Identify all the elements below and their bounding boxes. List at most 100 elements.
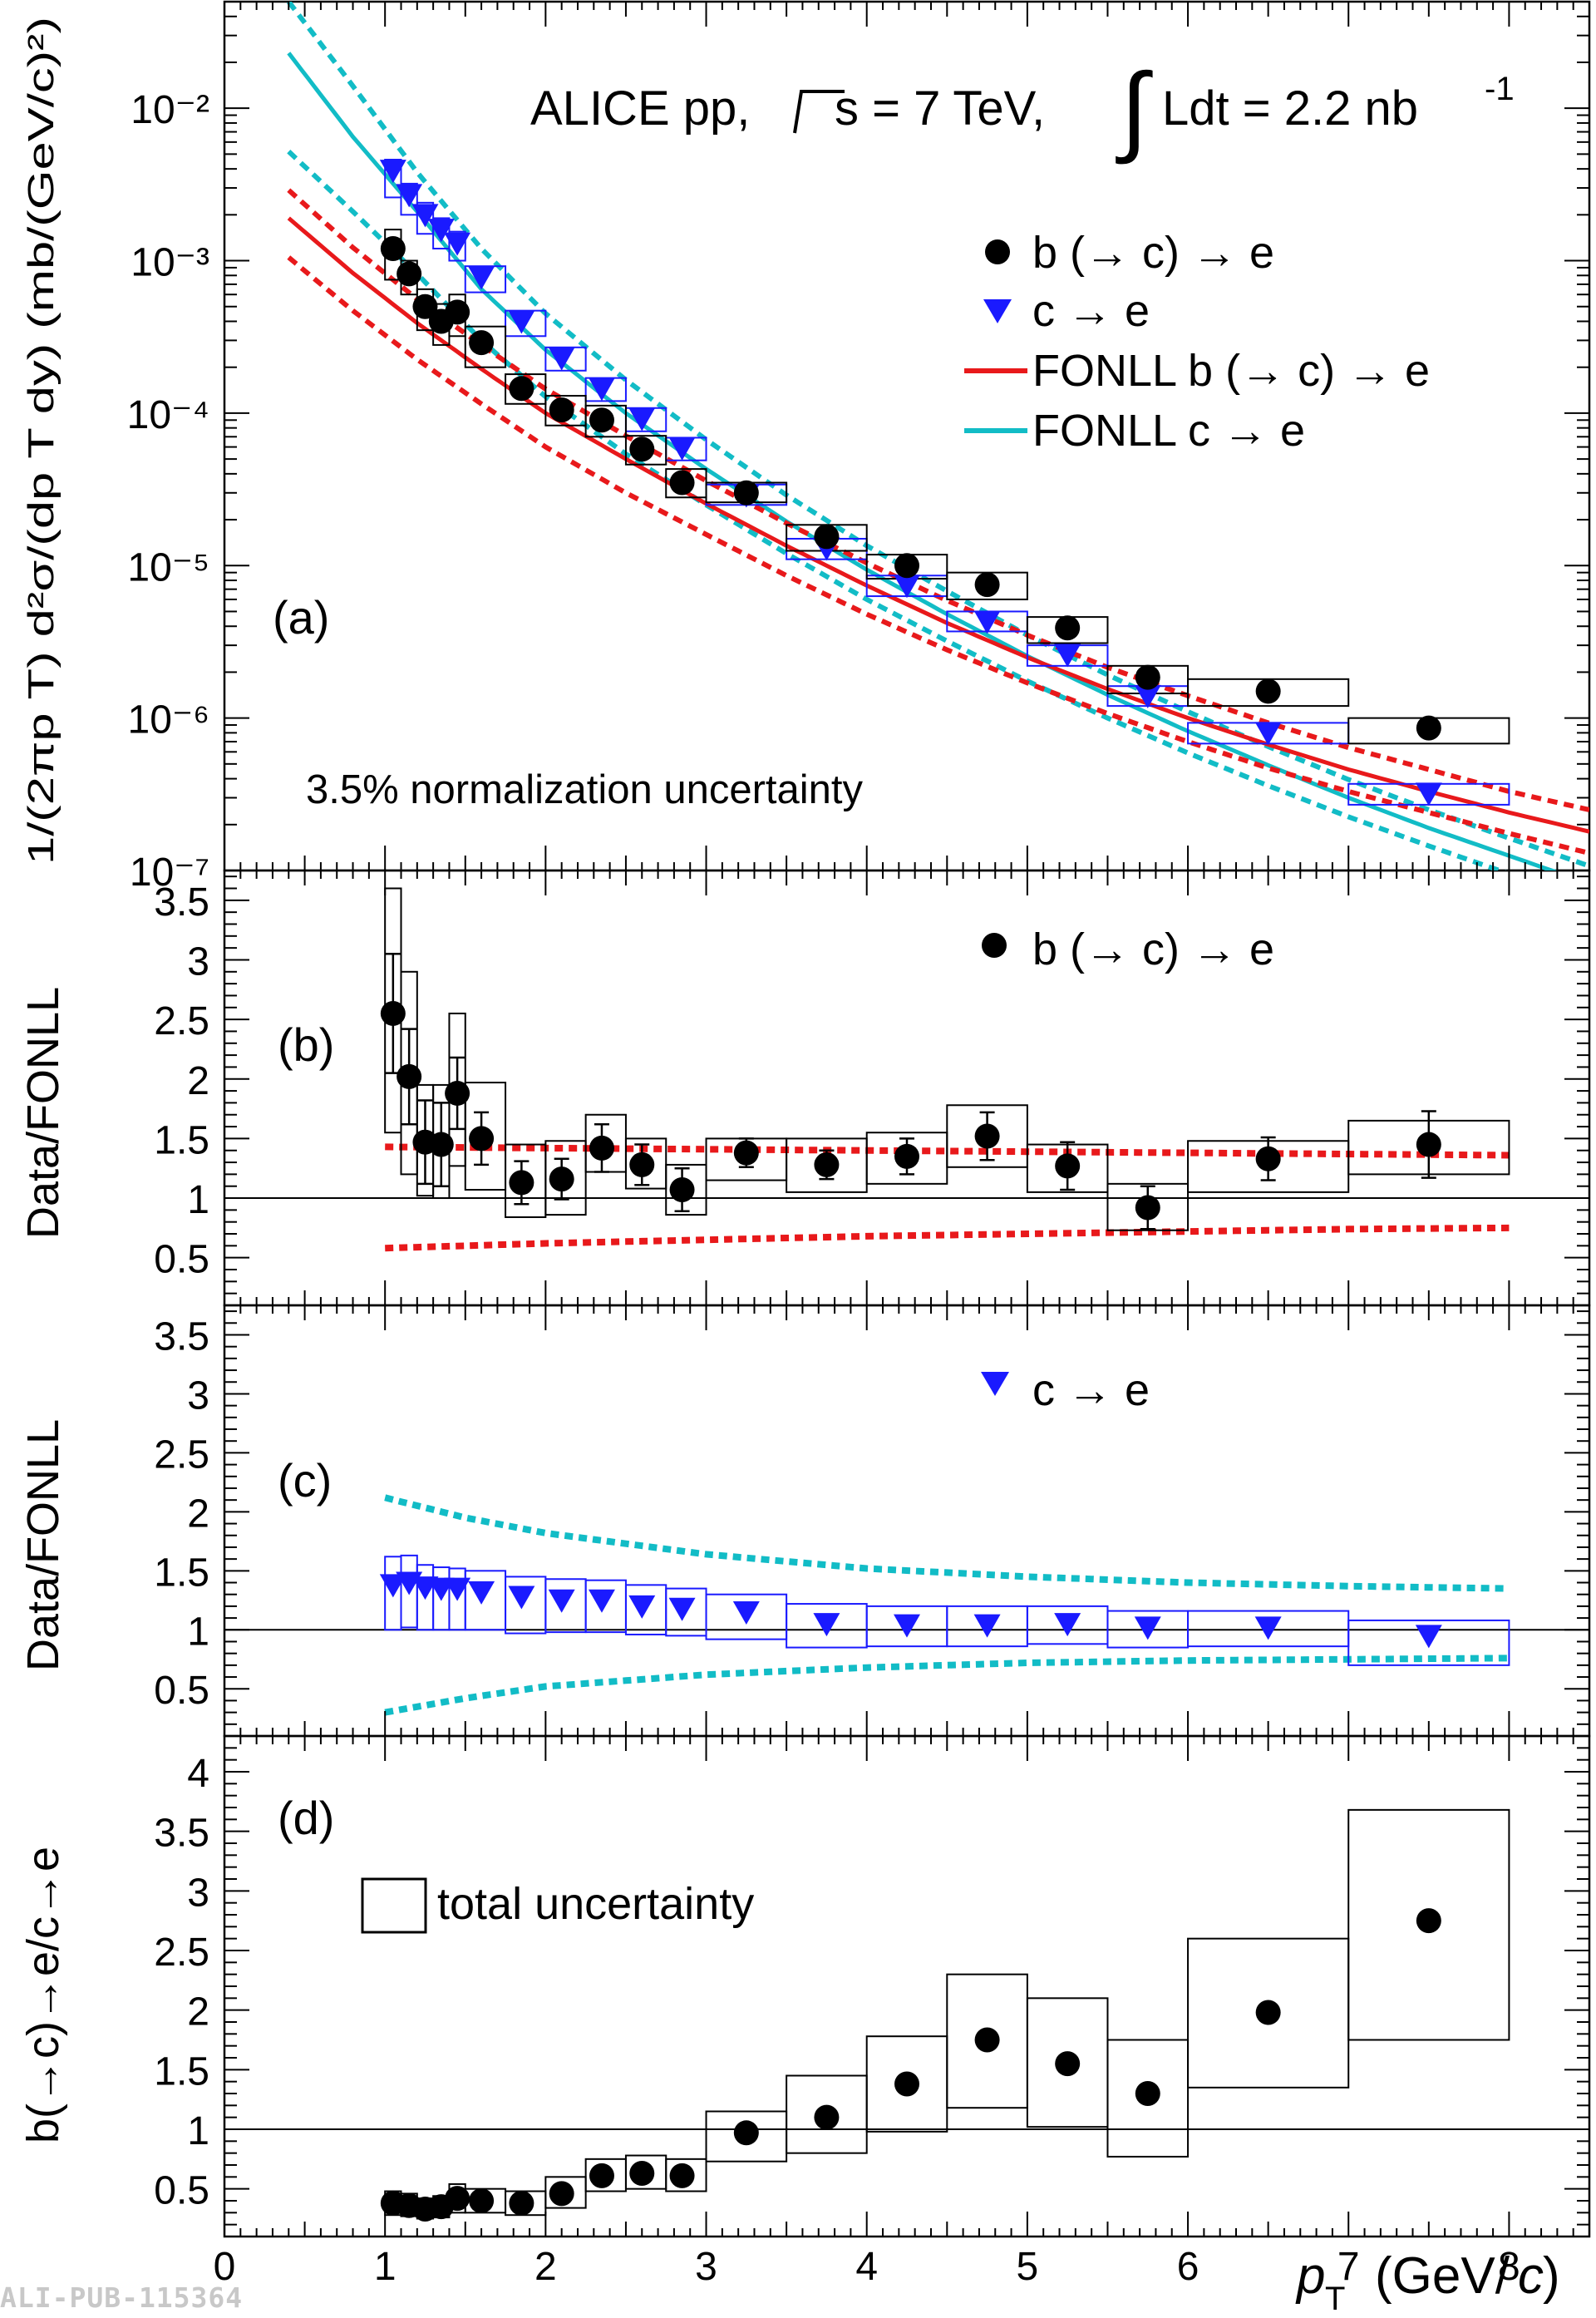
y-tick-label: 4: [187, 1752, 209, 1796]
legend-b-label: b (→ c) → e: [1032, 925, 1274, 974]
marker-ratio-c: [1134, 1616, 1161, 1640]
marker-ratio-bc: [1135, 2081, 1160, 2106]
marker-c-to-e: [1415, 782, 1442, 806]
marker-b-to-e: [814, 524, 840, 550]
fonll-c-lower: [287, 150, 1507, 870]
sys-box-c: [384, 159, 402, 199]
marker-ratio-c: [628, 1595, 656, 1619]
panel-tag-a: (a): [273, 591, 329, 644]
legend-c-marker: [981, 1372, 1009, 1396]
marker-ratio-b: [733, 1140, 759, 1166]
y-tick-label: 1: [187, 1610, 209, 1654]
marker-ratio-bc: [669, 2163, 695, 2188]
y-axis-title-d: b(→c)→e/c→e: [18, 1847, 68, 2143]
x-tick-label: 7: [1337, 2245, 1360, 2289]
y-tick-label: 0.5: [154, 2169, 209, 2213]
marker-b-to-e: [509, 376, 534, 402]
x-tick-label: 0: [214, 2245, 236, 2289]
marker-ratio-b: [549, 1166, 574, 1192]
sys-box-ratio-c: [464, 1570, 507, 1631]
marker-ratio-c: [444, 1577, 471, 1601]
sys-box-c: [448, 230, 466, 262]
sys-box-ratio-b: [1106, 1182, 1190, 1231]
y-tick-label: 10⁻⁶: [128, 698, 209, 742]
marker-b-to-e: [589, 407, 614, 433]
sys-box-b: [624, 435, 667, 466]
sys-box-b: [505, 373, 547, 405]
y-tick-label: 3.5: [154, 1314, 209, 1359]
sys-box-ratio-b: [464, 1082, 507, 1191]
x-axis-title: p T (GeV/ c ): [1295, 2247, 1560, 2317]
total-unc-box: [544, 2176, 587, 2209]
y-tick-label: 10⁻³: [131, 241, 209, 285]
marker-b-to-e: [669, 470, 695, 496]
sys-box-ratio-b: [946, 1104, 1028, 1168]
axes: 0 1 2 3 4 5 6 7 8 10⁻⁷ 10⁻⁶ 10⁻⁵ 10⁻⁴ 10⁻³ 10⁻² 0.5 1 1.5…: [127, 1, 1590, 2289]
marker-ratio-b: [629, 1152, 655, 1177]
legend-marker-b: [985, 239, 1010, 264]
marker-b-to-e: [629, 436, 655, 462]
marker-c-to-e: [628, 407, 656, 432]
y-tick-label: 1.5: [154, 1118, 209, 1162]
fonll-c-ratio-lower: [384, 1655, 1510, 1716]
marker-b-to-e: [445, 299, 470, 325]
marker-ratio-b: [428, 1132, 454, 1157]
y-axis-title-a: 1/(2πp T) d²σ/(dp T dy) (mb/(GeV/c)²): [21, 17, 62, 865]
y-tick-label: 3.5: [154, 1812, 209, 1856]
marker-ratio-b: [814, 1152, 840, 1177]
x-axis-title-p: p: [1295, 2247, 1325, 2305]
x-tick-label: 3: [695, 2245, 717, 2289]
marker-ratio-b: [1255, 1146, 1281, 1171]
marker-ratio-b: [1055, 1153, 1081, 1179]
marker-ratio-b: [894, 1143, 919, 1169]
y-tick-label: 1.5: [154, 1551, 209, 1595]
y-tick-label: 10⁻²: [131, 88, 209, 132]
panel-frame-d: [223, 1734, 1591, 2238]
y-tick-label: 0.5: [154, 1669, 209, 1713]
sys-box-ratio-c: [584, 1579, 627, 1634]
y-tick-label: 2.5: [154, 999, 209, 1043]
marker-ratio-bc: [629, 2161, 655, 2187]
marker-c-to-e: [588, 377, 615, 402]
y-tick-label: 1.5: [154, 2049, 209, 2094]
marker-ratio-bc: [894, 2071, 919, 2097]
y-tick-label: 2.5: [154, 1931, 209, 1975]
marker-ratio-b: [380, 1000, 406, 1026]
marker-c-to-e: [1254, 722, 1282, 746]
sys-box-ratio-b: [665, 1163, 707, 1216]
marker-ratio-c: [468, 1581, 495, 1605]
legend-label-b: b (→ c) → e: [1032, 228, 1274, 278]
legend-d-box: [361, 1877, 427, 1934]
marker-ratio-bc: [589, 2163, 614, 2188]
sys-box-c: [464, 265, 507, 293]
marker-ratio-c: [1415, 1625, 1442, 1649]
y-tick-label: 3: [187, 940, 209, 984]
x-axis-title-c: c: [1518, 2247, 1544, 2305]
marker-ratio-b: [397, 1063, 422, 1089]
marker-c-to-e: [379, 160, 406, 184]
legend-label-c: c → e: [1032, 286, 1150, 336]
marker-ratio-c: [379, 1574, 406, 1598]
marker-b-to-e: [1135, 664, 1160, 690]
sys-box-ratio-c: [505, 1576, 547, 1635]
total-unc-box: [1347, 1808, 1510, 2041]
fonll-b-ratio-lower: [385, 1224, 1510, 1252]
x-tick-label: 8: [1498, 2245, 1520, 2289]
marker-c-to-e: [1134, 684, 1161, 708]
panel-frames: [223, 0, 1591, 2238]
marker-c-to-e: [411, 204, 439, 228]
marker-c-to-e: [1054, 644, 1081, 668]
marker-ratio-b: [974, 1123, 1000, 1149]
panel-tag-b: (b): [278, 1018, 334, 1071]
y-tick-label: 3.5: [154, 880, 209, 925]
marker-ratio-bc: [733, 2120, 759, 2146]
marker-ratio-b: [589, 1135, 614, 1161]
sys-box-b: [464, 325, 507, 368]
y-tick-label: 3: [187, 1374, 209, 1418]
marker-ratio-bc: [509, 2190, 534, 2216]
marker-ratio-bc: [1416, 1908, 1441, 1934]
marker-ratio-c: [894, 1614, 920, 1638]
plot-content: [224, 2, 1589, 2222]
y-tick-label: 2: [187, 1059, 209, 1103]
marker-ratio-c: [813, 1613, 840, 1637]
